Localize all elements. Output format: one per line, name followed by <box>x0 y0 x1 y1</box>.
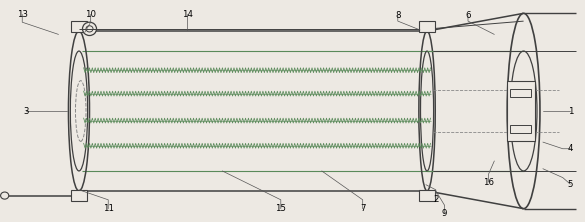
Text: 4: 4 <box>567 144 573 153</box>
Text: 1: 1 <box>567 107 573 115</box>
Text: 8: 8 <box>395 11 401 20</box>
Bar <box>71 21 87 32</box>
Bar <box>419 21 435 32</box>
Text: 13: 13 <box>17 10 27 19</box>
Bar <box>510 89 531 97</box>
Bar <box>419 190 435 201</box>
Text: 7: 7 <box>360 204 366 213</box>
Text: 2: 2 <box>433 195 439 204</box>
Bar <box>507 81 535 141</box>
Text: 11: 11 <box>103 204 113 213</box>
Text: 15: 15 <box>276 204 286 213</box>
Ellipse shape <box>1 192 9 199</box>
Bar <box>510 125 531 133</box>
Text: 14: 14 <box>182 10 192 19</box>
Text: 16: 16 <box>483 178 494 186</box>
Text: 6: 6 <box>465 11 471 20</box>
Text: 9: 9 <box>442 209 448 218</box>
Bar <box>71 190 87 201</box>
Text: 3: 3 <box>23 107 29 115</box>
Text: 10: 10 <box>85 10 96 19</box>
Text: 5: 5 <box>567 180 573 189</box>
Ellipse shape <box>82 22 97 36</box>
